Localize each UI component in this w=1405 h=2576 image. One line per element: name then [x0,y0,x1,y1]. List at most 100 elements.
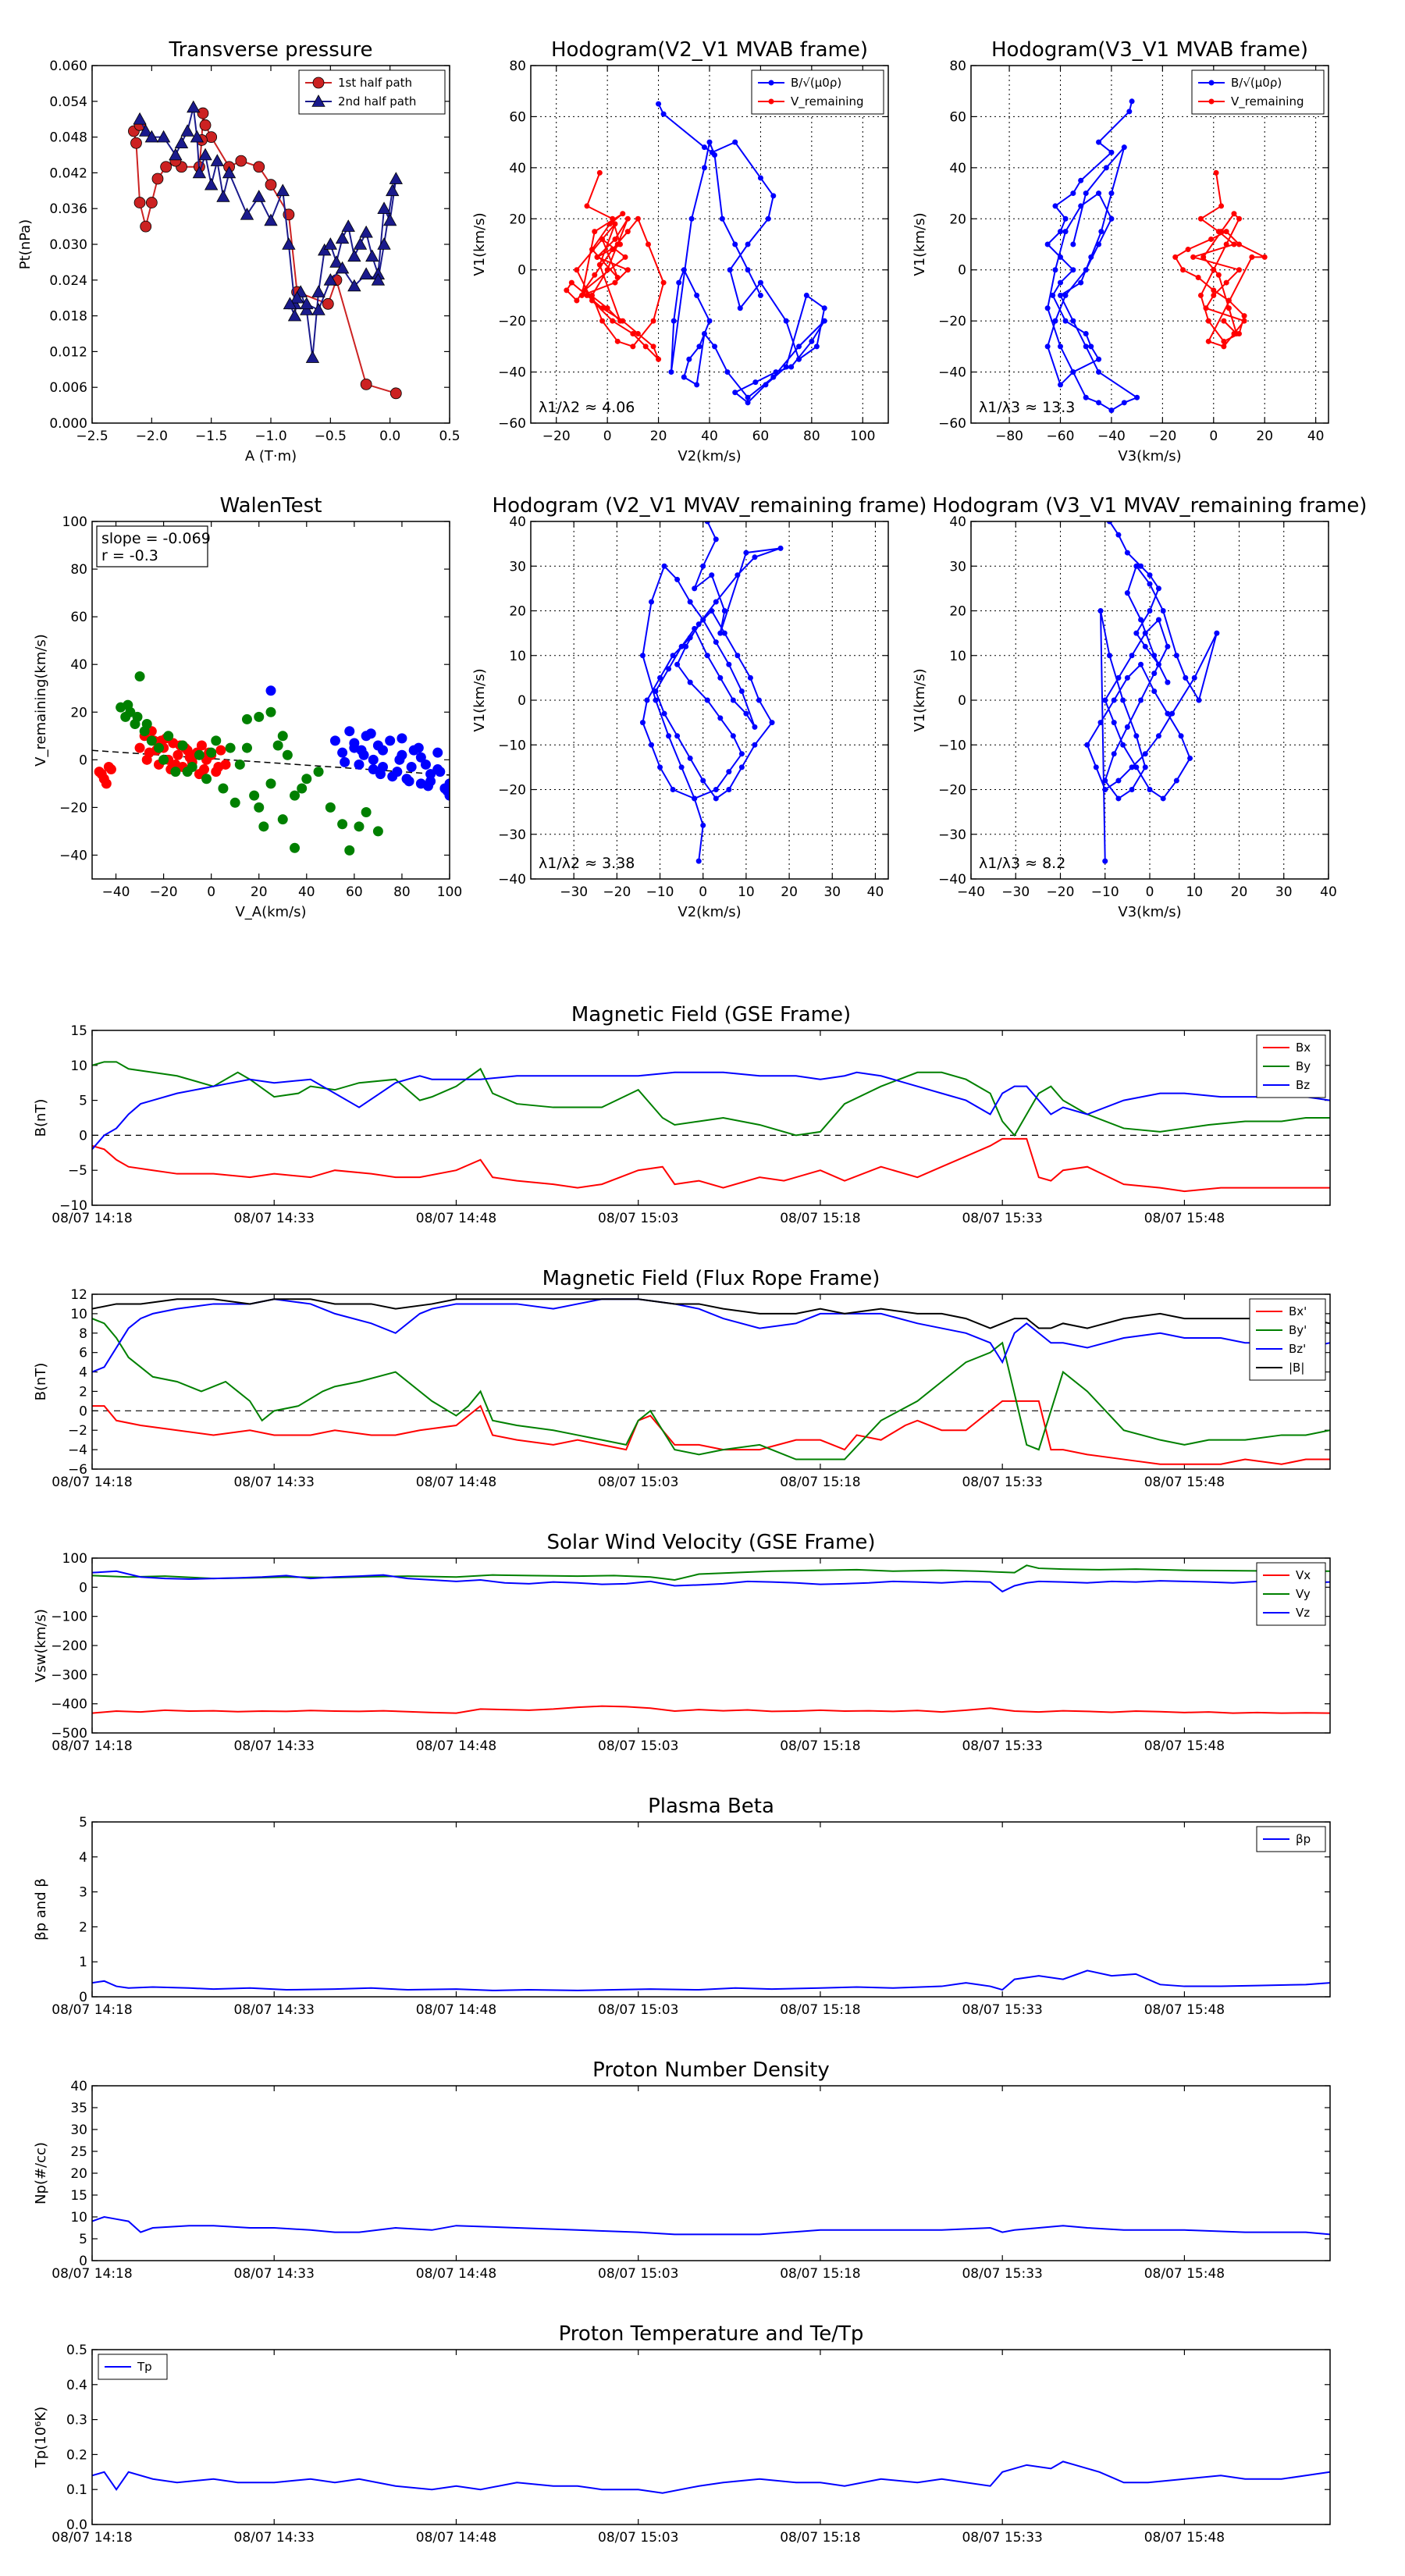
data-point [713,787,719,792]
data-point [1221,318,1227,324]
series-group-0 [639,521,784,864]
series-V_remaining [564,169,667,362]
data-point [1096,356,1102,362]
data-point [337,747,348,758]
data-point [732,139,738,145]
data-point [144,130,159,143]
data-point [706,139,713,145]
data-point [1120,742,1126,748]
legend-label: Tp [137,2360,152,2374]
plot-background [92,1294,1330,1469]
x-tick-label: 08/07 15:03 [598,1475,678,1490]
data-point [1187,755,1193,761]
y-tick-label: 40 [949,514,966,530]
data-point [1180,267,1186,273]
data-point [253,161,265,173]
x-tick-label: 08/07 15:03 [598,1738,678,1754]
data-point [1102,697,1108,703]
data-point [177,740,188,751]
x-tick-label: 08/07 15:48 [1144,1211,1225,1226]
data-point [290,790,301,801]
series-line-By [92,1061,1330,1137]
y-tick-label: 0.060 [49,59,87,74]
data-point [368,754,379,765]
data-point [361,807,372,818]
data-point [1102,777,1108,784]
data-point [700,617,706,623]
x-tick-label: 100 [850,429,875,444]
series-line-|B| [92,1298,1330,1329]
data-point [1233,331,1240,336]
data-point [1058,279,1063,286]
data-point [688,215,695,222]
x-tick-label: 08/07 14:33 [234,2530,315,2546]
data-point [1147,572,1153,578]
data-point [650,343,656,350]
data-point [1178,733,1184,739]
data-point [1121,400,1127,406]
series-line-Bz [92,1071,1330,1150]
data-point [160,161,173,173]
data-point [721,630,727,636]
data-point [614,241,621,247]
data-point [1203,305,1209,311]
x-tick-label: 30 [1275,884,1293,900]
data-point [670,787,676,792]
x-tick-label: 08/07 15:33 [962,2266,1042,2282]
data-point [377,237,391,250]
data-point [353,237,368,250]
data-point [1096,400,1102,406]
data-point [630,331,636,336]
chart-title: Transverse pressure [169,38,373,62]
data-point [347,279,361,292]
plot-area [639,521,784,864]
data-point [206,747,217,758]
data-point [375,769,386,780]
series-2nd half path [133,100,403,363]
data-point [1083,267,1089,273]
y-tick-label: 60 [70,610,87,625]
data-point [1133,630,1140,636]
data-point [318,243,332,256]
series-group-1 [116,671,383,856]
data-point [1221,338,1227,344]
x-axis-label: V_A(km/s) [235,904,306,920]
series-line-By' [92,1318,1330,1461]
x-tick-label: 08/07 15:48 [1144,2530,1225,2546]
panel-beta: 08/07 14:18 08/07 14:33 08/07 14:48 08/07 1… [33,1795,1331,2018]
data-point [385,735,396,746]
data-point [425,769,436,780]
x-tick-label: 0 [603,429,612,444]
data-point [1155,733,1161,739]
y-tick-label: −20 [938,783,966,799]
y-tick-label: −6 [68,1462,87,1478]
data-point [713,536,719,543]
x-tick-label: −10 [646,884,674,900]
y-tick-label: 0.042 [49,165,87,181]
chart-title: Solar Wind Velocity (GSE Frame) [546,1531,875,1554]
data-point [765,215,771,222]
x-tick-label: −10 [1091,884,1119,900]
y-tick-label: 10 [70,1307,87,1322]
data-point [372,826,383,837]
y-tick-label: 0.036 [49,201,87,217]
y-tick-label: −20 [498,783,526,799]
data-point [1160,608,1166,614]
data-point [146,726,157,737]
data-point [1044,343,1051,350]
series-line [657,103,826,404]
data-point [757,279,763,286]
data-point [1083,394,1089,400]
x-tick-label: 20 [1256,429,1273,444]
data-point [612,236,618,242]
data-point [182,767,193,777]
data-point [349,738,360,749]
x-tick-label: −20 [542,429,571,444]
data-point [738,688,745,695]
y-tick-label: 4 [79,1365,87,1381]
data-point [668,369,674,375]
data-point [666,733,672,739]
y-tick-label: 40 [509,161,526,176]
data-point [606,221,613,227]
plot-frame [970,65,1329,424]
